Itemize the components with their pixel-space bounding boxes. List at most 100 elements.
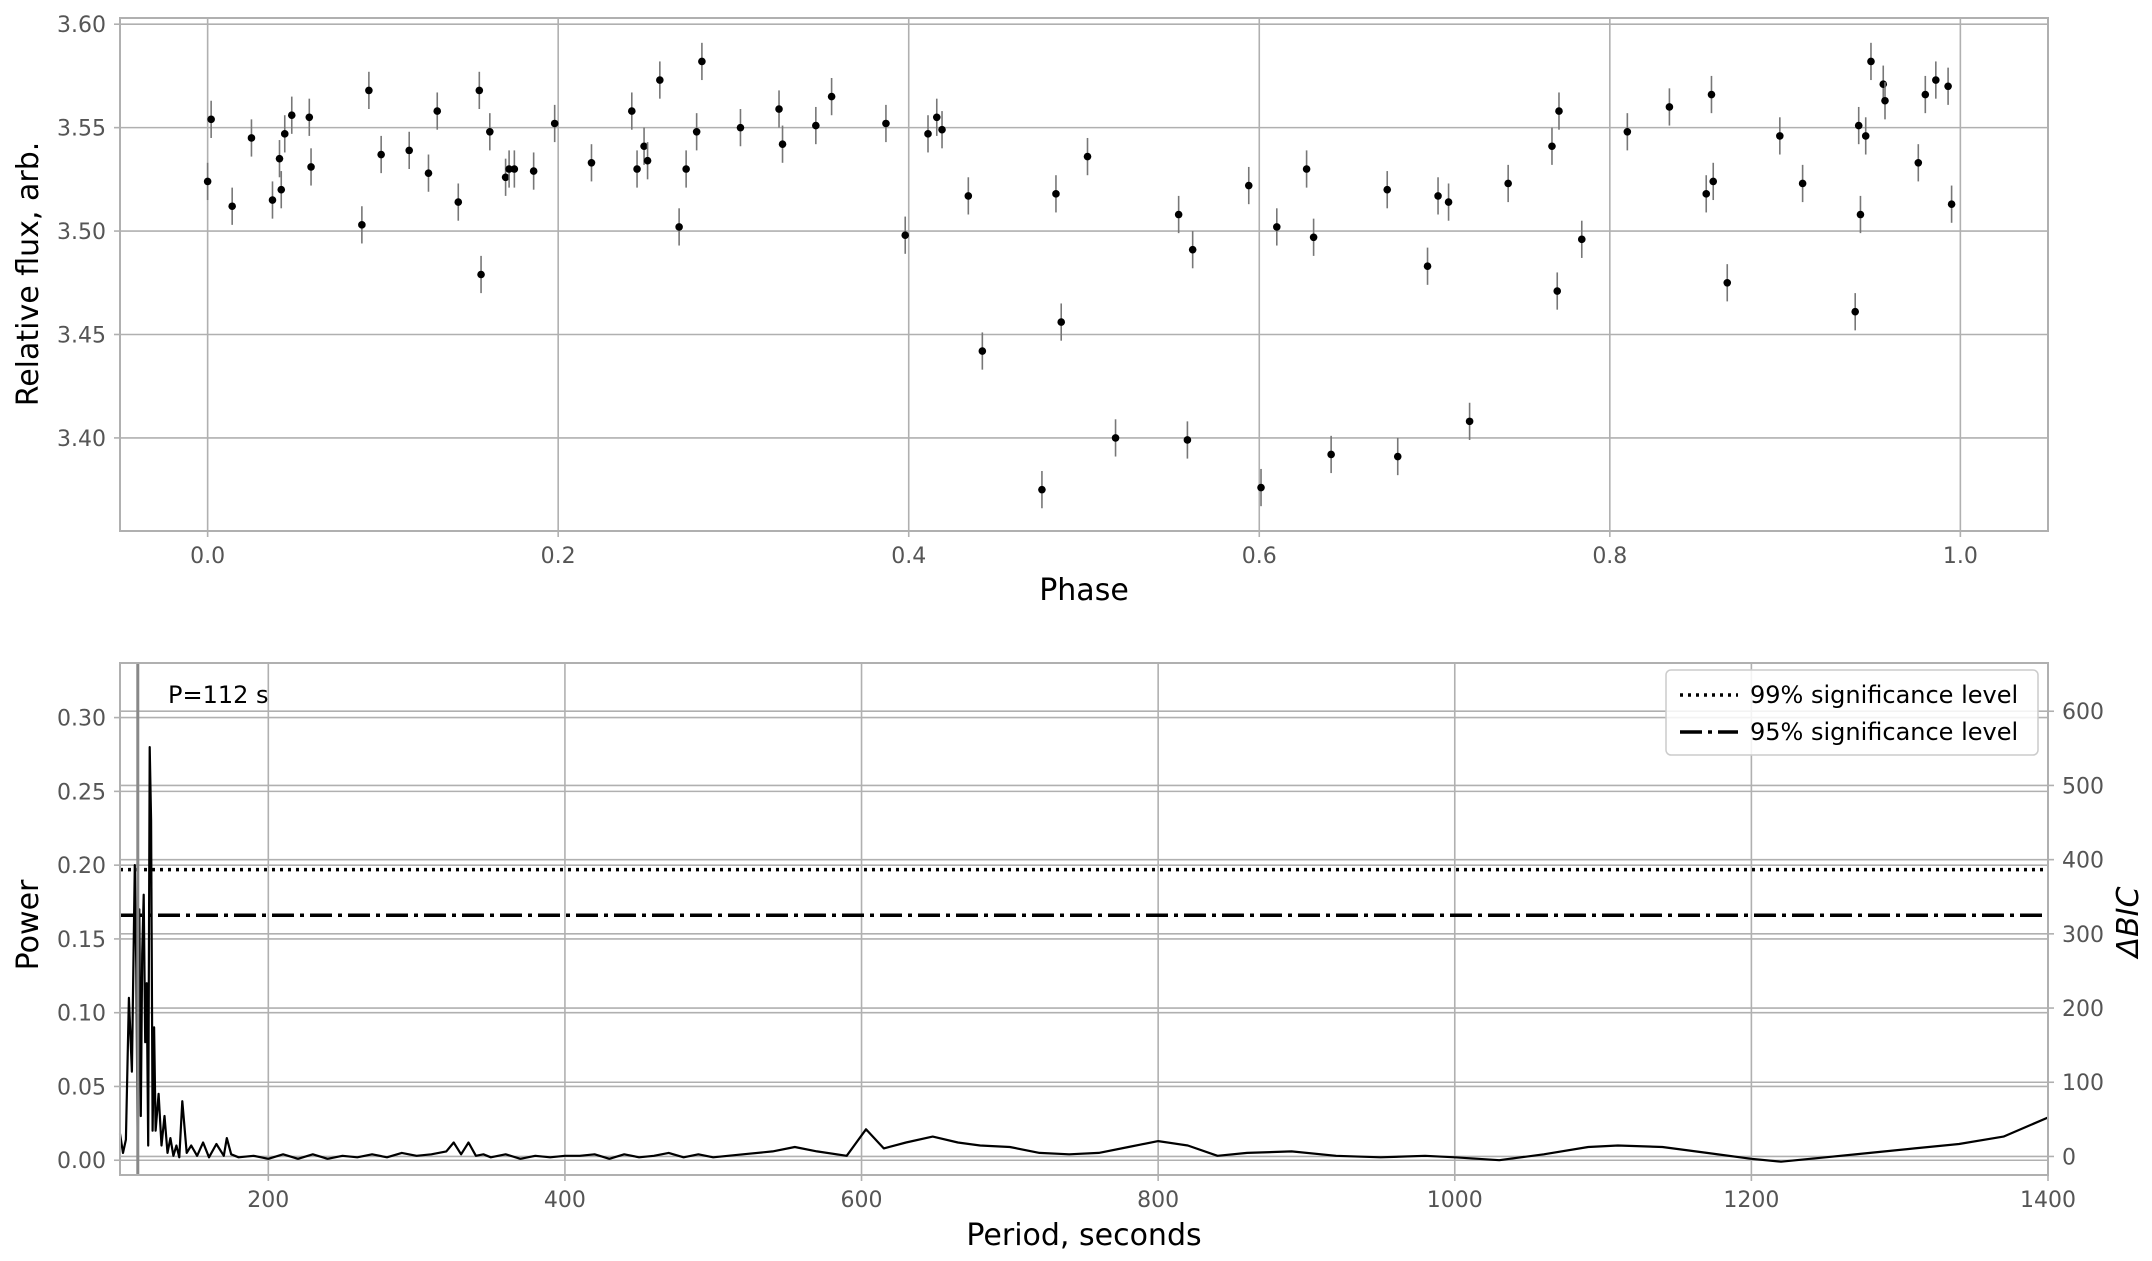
data-point [1273, 208, 1281, 246]
data-point [1434, 177, 1442, 215]
point-marker [550, 119, 559, 128]
data-point [924, 115, 932, 153]
data-point [1577, 220, 1586, 258]
legend-label-99: 99% significance level [1750, 681, 2018, 709]
point-marker [1465, 417, 1474, 426]
power-y-tick-label: 0.00 [57, 1149, 106, 1174]
period-x-tick-label: 1400 [2020, 1188, 2076, 1213]
data-point [280, 115, 289, 153]
point-marker [1244, 181, 1253, 190]
point-marker [675, 223, 683, 231]
data-point [1083, 137, 1092, 176]
data-point [587, 144, 596, 182]
data-point [1707, 75, 1716, 114]
point-marker [1944, 82, 1952, 91]
point-marker [924, 130, 932, 138]
data-point [475, 71, 484, 110]
point-marker [433, 107, 442, 115]
point-marker [1038, 485, 1046, 494]
delta-bic-tick-label: 0 [2062, 1145, 2076, 1170]
point-marker [698, 57, 706, 66]
point-marker [358, 221, 366, 229]
data-point [1921, 75, 1930, 114]
data-point [901, 216, 910, 254]
point-marker [1057, 318, 1066, 326]
point-marker [1423, 262, 1432, 271]
data-point [1038, 471, 1046, 509]
data-point [287, 96, 296, 134]
data-point [268, 181, 277, 219]
data-point [358, 206, 366, 244]
point-marker [1577, 235, 1586, 244]
point-marker [1444, 198, 1453, 206]
point-marker [656, 76, 664, 84]
phase-x-axis-label: Phase [1039, 573, 1129, 608]
data-point [1052, 175, 1060, 213]
point-marker [775, 105, 783, 113]
point-marker [268, 196, 277, 204]
data-point [275, 140, 284, 178]
phase-y-tick-label: 3.60 [57, 13, 106, 38]
data-point [1504, 164, 1512, 203]
data-point [675, 208, 683, 246]
periodogram-curve [118, 745, 2049, 1163]
data-point [682, 150, 690, 188]
phase-y-tick-label: 3.40 [57, 427, 106, 452]
phase-y-tick-label: 3.55 [57, 117, 106, 142]
point-marker [1309, 233, 1318, 242]
phase-x-tick-label: 0.8 [1592, 544, 1627, 569]
point-marker [247, 134, 256, 142]
point-marker [275, 154, 284, 163]
periodogram-grid [114, 663, 2054, 1181]
data-point [377, 135, 385, 174]
period-x-axis-label: Period, seconds [966, 1218, 1201, 1253]
legend: 99% significance level 95% significance … [1665, 669, 2039, 756]
data-point [550, 104, 559, 143]
data-point [1555, 92, 1563, 130]
data-point [501, 158, 510, 196]
data-point [1665, 88, 1674, 126]
data-point [775, 90, 783, 128]
point-marker [932, 113, 941, 122]
delta-bic-tick-label: 500 [2062, 774, 2104, 799]
phase-plot-grid [114, 18, 2048, 537]
point-marker [1174, 210, 1183, 219]
point-marker [1302, 165, 1311, 173]
data-point [1553, 272, 1562, 310]
data-point [277, 171, 286, 209]
point-marker [307, 163, 315, 171]
phase-x-tick-label: 0.0 [190, 544, 225, 569]
point-marker [692, 127, 701, 136]
point-marker [475, 86, 484, 95]
point-marker [643, 156, 652, 165]
point-marker [827, 92, 836, 101]
phase-y-axis-label: Relative flux, arb. [11, 142, 46, 407]
point-marker [1665, 103, 1674, 111]
data-point [633, 150, 641, 188]
point-marker [277, 185, 286, 194]
data-point [698, 42, 706, 81]
point-marker [287, 111, 296, 120]
data-point [1188, 231, 1197, 269]
peak-annotation: P=112 s [168, 681, 269, 709]
phase-plot-tick-labels: 0.0 0.2 0.4 0.6 0.8 1.0 3.40 3.45 3.50 3.55 3.60 [57, 13, 1978, 569]
data-point [1244, 166, 1253, 205]
delta-bic-tick-label: 400 [2062, 849, 2104, 874]
period-x-tick-label: 200 [247, 1188, 289, 1213]
point-marker [280, 130, 289, 138]
point-marker [778, 140, 787, 148]
point-marker [1273, 223, 1281, 231]
power-y-tick-label: 0.10 [57, 1002, 106, 1027]
data-point [1383, 171, 1392, 209]
point-marker [501, 173, 510, 182]
period-x-tick-label: 1000 [1427, 1188, 1483, 1213]
data-point [505, 150, 513, 188]
data-point [812, 106, 820, 145]
data-point [1856, 195, 1865, 234]
data-point [365, 71, 373, 110]
point-marker [964, 192, 973, 200]
point-marker [812, 121, 820, 130]
point-marker [938, 125, 946, 134]
point-marker [228, 202, 236, 211]
data-point [307, 148, 315, 186]
